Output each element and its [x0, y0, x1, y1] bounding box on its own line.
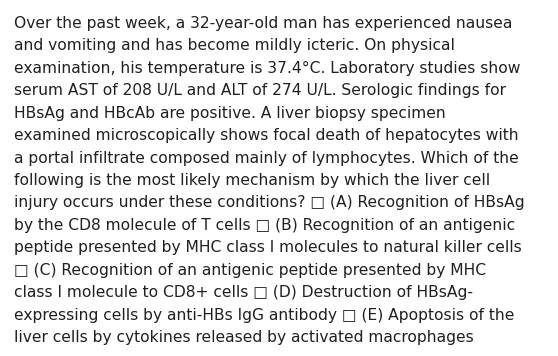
- Text: Over the past week, a 32-year-old man has experienced nausea: Over the past week, a 32-year-old man ha…: [14, 16, 512, 31]
- Text: examination, his temperature is 37.4°C. Laboratory studies show: examination, his temperature is 37.4°C. …: [14, 61, 520, 76]
- Text: and vomiting and has become mildly icteric. On physical: and vomiting and has become mildly icter…: [14, 38, 455, 53]
- Text: a portal infiltrate composed mainly of lymphocytes. Which of the: a portal infiltrate composed mainly of l…: [14, 151, 519, 166]
- Text: examined microscopically shows focal death of hepatocytes with: examined microscopically shows focal dea…: [14, 128, 518, 143]
- Text: liver cells by cytokines released by activated macrophages: liver cells by cytokines released by act…: [14, 330, 474, 345]
- Text: expressing cells by anti-HBs IgG antibody □ (E) Apoptosis of the: expressing cells by anti-HBs IgG antibod…: [14, 308, 514, 323]
- Text: □ (C) Recognition of an antigenic peptide presented by MHC: □ (C) Recognition of an antigenic peptid…: [14, 263, 486, 278]
- Text: HBsAg and HBcAb are positive. A liver biopsy specimen: HBsAg and HBcAb are positive. A liver bi…: [14, 106, 446, 121]
- Text: following is the most likely mechanism by which the liver cell: following is the most likely mechanism b…: [14, 173, 490, 188]
- Text: by the CD8 molecule of T cells □ (B) Recognition of an antigenic: by the CD8 molecule of T cells □ (B) Rec…: [14, 218, 515, 233]
- Text: class I molecule to CD8+ cells □ (D) Destruction of HBsAg-: class I molecule to CD8+ cells □ (D) Des…: [14, 285, 473, 300]
- Text: serum AST of 208 U/L and ALT of 274 U/L. Serologic findings for: serum AST of 208 U/L and ALT of 274 U/L.…: [14, 83, 506, 98]
- Text: peptide presented by MHC class I molecules to natural killer cells: peptide presented by MHC class I molecul…: [14, 240, 522, 255]
- Text: injury occurs under these conditions? □ (A) Recognition of HBsAg: injury occurs under these conditions? □ …: [14, 195, 525, 210]
